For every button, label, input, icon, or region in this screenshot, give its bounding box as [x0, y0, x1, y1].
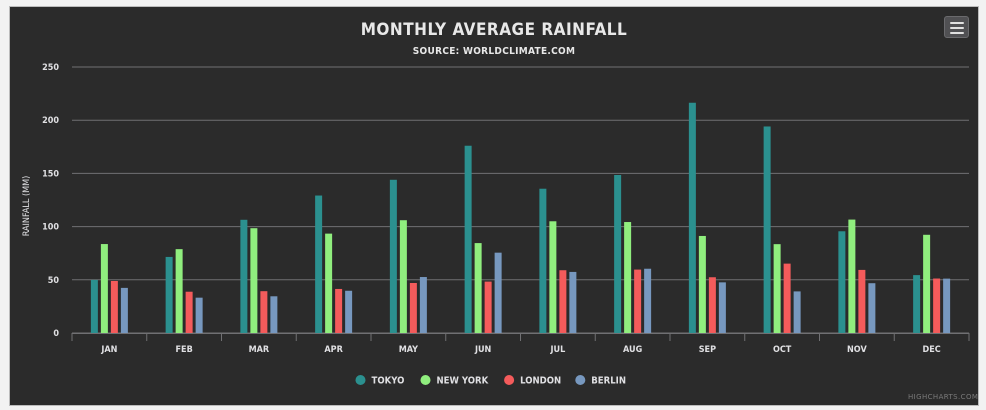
x-tick-label: DEC	[923, 345, 941, 355]
legend-marker	[420, 375, 431, 385]
x-tick-label: JUL	[550, 345, 566, 355]
y-tick-label: 150	[42, 169, 59, 179]
bar[interactable]	[549, 221, 557, 333]
bar[interactable]	[923, 234, 931, 333]
legend-item[interactable]: TOKYO	[355, 375, 405, 387]
bar[interactable]	[838, 231, 846, 333]
bar[interactable]	[698, 235, 706, 333]
legend-marker	[504, 375, 515, 385]
bar[interactable]	[688, 102, 696, 333]
bar[interactable]	[240, 219, 248, 333]
bar[interactable]	[260, 291, 268, 333]
bar[interactable]	[315, 195, 323, 333]
bar[interactable]	[858, 269, 866, 333]
bar[interactable]	[90, 279, 98, 333]
x-tick-label: JUN	[474, 345, 492, 355]
chart-subtitle: SOURCE: WORLDCLIMATE.COM	[412, 46, 576, 57]
bar[interactable]	[399, 220, 407, 333]
bar[interactable]	[175, 249, 183, 333]
legend-label: NEW YORK	[437, 376, 489, 387]
bar[interactable]	[559, 270, 567, 333]
legend-marker	[355, 375, 366, 385]
bar[interactable]	[100, 244, 108, 333]
bar[interactable]	[325, 233, 333, 333]
rainfall-bar-chart: 0 50 100 150 200 250 RAINFALL (MM) JAN FEB MAR A…	[22, 63, 970, 387]
x-tick-label: MAR	[249, 345, 270, 355]
bar[interactable]	[708, 277, 716, 333]
bar[interactable]	[185, 291, 193, 333]
bar[interactable]	[634, 269, 642, 333]
x-tick-label: NOV	[847, 345, 867, 355]
bar[interactable]	[474, 243, 482, 333]
x-tick-label: MAY	[399, 345, 418, 355]
y-tick-label: 50	[48, 276, 60, 286]
x-tick-label: AUG	[623, 345, 643, 355]
bar[interactable]	[783, 263, 791, 333]
hamburger-menu-icon	[950, 32, 964, 34]
bar[interactable]	[624, 222, 632, 333]
bar[interactable]	[409, 282, 417, 333]
bar[interactable]	[195, 297, 203, 333]
legend-item[interactable]: NEW YORK	[420, 375, 489, 387]
bar[interactable]	[335, 288, 343, 333]
bar[interactable]	[793, 291, 801, 333]
y-tick-label: 250	[42, 63, 59, 73]
y-axis-ticks: 0 50 100 150 200 250	[42, 63, 59, 339]
legend-item[interactable]: BERLIN	[575, 375, 626, 387]
bar[interactable]	[120, 287, 128, 333]
bar[interactable]	[250, 228, 258, 333]
y-tick-label: 200	[42, 116, 59, 126]
legend-label: BERLIN	[591, 376, 626, 387]
bar[interactable]	[868, 283, 876, 333]
legend-item[interactable]: LONDON	[504, 375, 561, 387]
legend-label: LONDON	[520, 376, 561, 387]
credits-link[interactable]: HIGHCHARTS.COM	[908, 393, 979, 401]
x-tick-label: APR	[324, 345, 343, 355]
y-tick-label: 0	[53, 329, 59, 339]
bar[interactable]	[389, 179, 397, 333]
hamburger-menu-icon	[950, 27, 964, 29]
bar[interactable]	[614, 174, 622, 333]
bar[interactable]	[345, 290, 353, 333]
bar[interactable]	[110, 280, 118, 333]
x-tick-label: SEP	[699, 345, 716, 355]
bar[interactable]	[484, 281, 492, 333]
y-tick-label: 100	[42, 223, 59, 233]
bar[interactable]	[773, 244, 781, 333]
bar[interactable]	[569, 271, 577, 333]
bar[interactable]	[763, 126, 771, 333]
hamburger-menu-icon	[950, 22, 964, 24]
bar[interactable]	[494, 252, 502, 333]
x-tick-label: FEB	[176, 345, 193, 355]
legend: TOKYO NEW YORK LONDON BERLIN	[355, 375, 626, 387]
chart-title: MONTHLY AVERAGE RAINFALL	[360, 20, 628, 40]
bar[interactable]	[165, 256, 173, 333]
x-axis: JAN FEB MAR APR MAY JUN JUL AUG SEP OCT NOV DEC	[71, 333, 970, 355]
bar[interactable]	[848, 219, 856, 333]
bar[interactable]	[270, 296, 278, 333]
x-tick-label: OCT	[773, 345, 792, 355]
bar[interactable]	[943, 278, 951, 333]
legend-marker	[575, 375, 586, 385]
bar[interactable]	[419, 277, 427, 333]
bar[interactable]	[933, 278, 941, 333]
bar[interactable]	[644, 268, 652, 333]
bar[interactable]	[718, 282, 726, 333]
bar[interactable]	[539, 188, 547, 333]
y-axis-label: RAINFALL (MM)	[22, 176, 32, 237]
x-tick-label: JAN	[100, 345, 117, 355]
grid-lines	[72, 66, 969, 334]
bar[interactable]	[464, 145, 472, 333]
bars	[90, 102, 951, 333]
bar[interactable]	[913, 275, 921, 333]
chart-menu-button[interactable]	[944, 16, 969, 38]
chart-container: MONTHLY AVERAGE RAINFALL SOURCE: WORLDCL…	[9, 6, 979, 406]
legend-label: TOKYO	[372, 376, 405, 387]
